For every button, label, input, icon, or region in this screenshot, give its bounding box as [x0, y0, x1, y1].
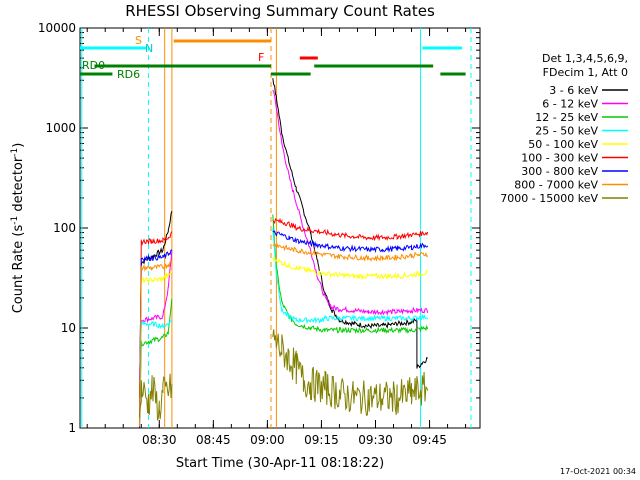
x-axis: 08:30 08:45 09:00 09:15 09:30 09:45: [86, 28, 467, 447]
y-tick-label: 1: [68, 421, 76, 435]
x-tick-label: 09:45: [412, 433, 447, 447]
legend-label: 7000 - 15000 keV: [500, 192, 598, 205]
series-line-post: [272, 89, 429, 317]
flag-label-rd6: RD6: [117, 68, 140, 81]
series-line-post: [272, 329, 429, 417]
series-line-pre: [139, 260, 173, 427]
legend-label: 12 - 25 keV: [535, 111, 598, 124]
legend-label: 3 - 6 keV: [549, 84, 598, 97]
x-tick-label: 09:15: [304, 433, 339, 447]
mode-change-lines: [81, 28, 472, 428]
legend: Det 1,3,4,5,6,9, FDecim 1, Att 0 3 - 6 k…: [500, 52, 628, 205]
x-axis-label: Start Time (30-Apr-11 08:18:22): [176, 456, 384, 471]
series-line-pre: [139, 270, 173, 428]
series-line-pre: [139, 231, 173, 426]
legend-label: 6 - 12 keV: [542, 98, 598, 111]
x-tick-label: 09:00: [250, 433, 285, 447]
legend-label: 50 - 100 keV: [528, 138, 598, 151]
legend-header-line-2: FDecim 1, Att 0: [543, 66, 628, 79]
y-axis: 1 10 100 1000 10000: [38, 21, 480, 435]
x-tick-label: 08:30: [142, 433, 177, 447]
generated-timestamp: 17-Oct-2021 00:34: [560, 467, 636, 476]
y-tick-label: 100: [53, 221, 76, 235]
series-lines: [139, 78, 429, 429]
series-line-post: [272, 217, 429, 242]
legend-label: 100 - 300 keV: [521, 152, 598, 165]
legend-label: 300 - 800 keV: [521, 165, 598, 178]
flag-label-n: N: [145, 42, 153, 55]
legend-header-line-1: Det 1,3,4,5,6,9,: [542, 52, 628, 65]
y-tick-label: 10000: [38, 21, 76, 35]
legend-label: 800 - 7000 keV: [514, 179, 598, 192]
series-line-post: [272, 227, 429, 325]
series-line-post: [272, 241, 429, 262]
flag-label-s: S: [135, 34, 142, 47]
series-line-pre: [139, 249, 173, 429]
x-tick-label: 08:45: [196, 433, 231, 447]
y-axis-label: Count Rate (s-1 detector-1): [10, 143, 26, 314]
y-tick-label: 10: [61, 321, 76, 335]
series-line-post: [272, 78, 428, 369]
series-line-post: [272, 230, 429, 254]
series-line-pre: [139, 319, 173, 428]
series-line-post: [272, 256, 428, 281]
legend-label: 25 - 50 keV: [535, 125, 598, 138]
series-line-pre: [139, 249, 173, 381]
flag-label-f: F: [258, 51, 264, 64]
chart-title: RHESSI Observing Summary Count Rates: [125, 2, 435, 20]
flag-bars: [80, 39, 466, 76]
y-tick-label: 1000: [45, 121, 76, 135]
series-line-post: [272, 214, 429, 335]
series-line-pre: [139, 373, 173, 421]
series-line-pre: [139, 298, 173, 429]
x-tick-label: 09:30: [358, 433, 393, 447]
flag-label-rd0: RD0: [82, 59, 105, 72]
